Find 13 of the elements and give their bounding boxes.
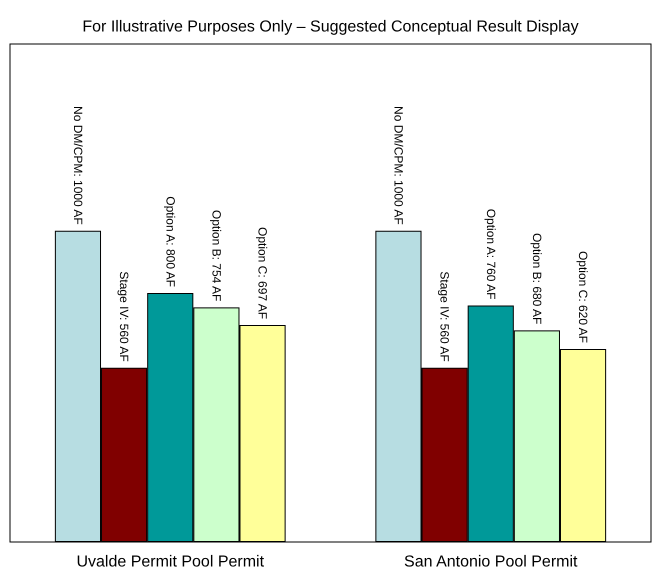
data-label: Option C: 620 AF: [576, 250, 590, 344]
x-tick-label: Uvalde Permit Pool Permit: [76, 554, 265, 570]
data-label: Option C: 697 AF: [256, 226, 270, 320]
data-label: No DM/CPM: 1000 AF: [70, 106, 85, 225]
data-label: Option B: 754 AF: [209, 210, 224, 302]
data-label: No DM/CPM: 1000 AF: [391, 106, 406, 225]
x-tick-label: San Antonio Pool Permit: [404, 554, 578, 570]
chart-title: For Illustrative Purposes Only – Suggested Conceptual Result Display: [82, 18, 579, 36]
data-label: Stage IV: 560 AF: [117, 271, 132, 362]
data-label: Option A: 800 AF: [163, 196, 178, 287]
data-label: Option B: 680 AF: [530, 232, 544, 324]
data-label: Stage IV: 560 AF: [438, 271, 452, 362]
data-label: Option A: 760 AF: [484, 208, 498, 300]
